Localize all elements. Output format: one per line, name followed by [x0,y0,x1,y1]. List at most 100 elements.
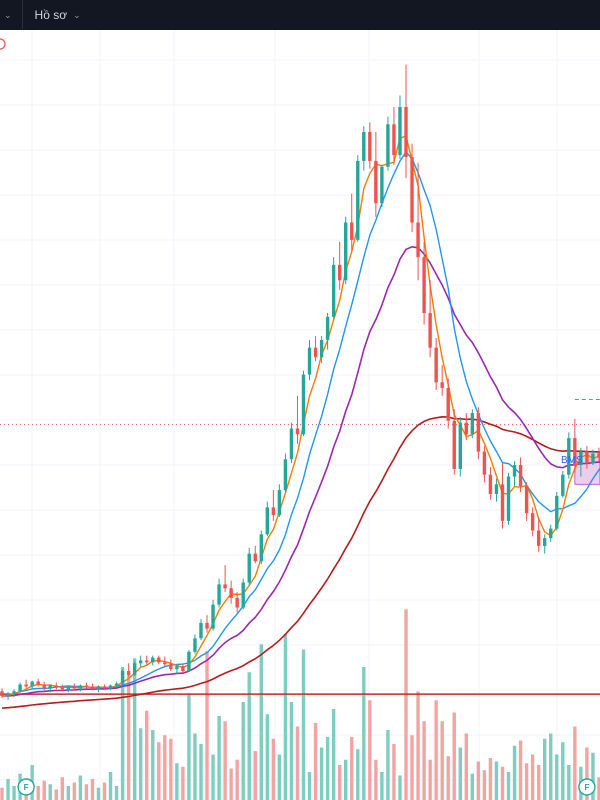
financial-event-icon[interactable]: F [578,778,596,796]
volume-bar [157,742,161,800]
volume-bar [301,649,306,800]
volume-bar [470,773,475,800]
volume-bar [271,738,276,800]
volume-bar [247,672,251,800]
volume-bar [120,667,125,800]
volume-bar [494,761,499,800]
candle-body [319,339,324,358]
volume-bar [211,754,215,800]
volume-bar [126,674,131,800]
profile-dropdown[interactable]: Hồ sơ ⌄ [35,0,81,30]
candle-body [434,347,438,383]
candle-body [585,451,589,464]
volume-bar [386,730,390,800]
volume-bar [66,786,71,800]
volume-bar [597,777,600,800]
volume-bar [163,735,167,800]
volume-bar [0,787,4,800]
volume-bar [36,786,40,800]
volume-bar [567,765,571,800]
volume-bar [543,738,547,800]
volume-bar [138,728,143,800]
volume-bar [60,777,64,800]
volume-bar [78,775,83,800]
candle-body [518,465,523,487]
volume-bar [410,735,414,800]
candle-body [132,663,137,675]
volume-bar [193,733,197,800]
candle-body [36,681,40,685]
bms-zone [574,399,600,485]
candle-body [597,453,600,458]
candle-body [283,459,288,491]
profile-label: Hồ sơ [34,8,68,22]
candle-body [241,582,245,608]
candle-body [12,691,16,695]
event-badge-label: F [24,783,29,792]
candle-body [374,160,378,204]
volume-bar [488,758,493,800]
candle-body [482,451,487,475]
volume-bar [416,691,420,800]
candle-body [163,662,167,665]
alert-circle-icon[interactable] [0,38,6,50]
candle-body [301,374,306,435]
candle-body [289,428,294,460]
volume-bar [344,759,348,800]
candle-body [193,638,197,652]
candle-body [337,264,342,281]
candlestick-chart[interactable]: BMS F F [0,30,600,800]
candles [0,64,600,700]
volume-bar [235,759,239,800]
candle-body [392,124,396,156]
volume-bar [48,784,52,800]
volume-bar [362,667,366,800]
candle-body [247,553,251,583]
volume-bar [259,644,263,800]
volume-bar [319,747,324,800]
candle-body [494,484,499,494]
candle-body [295,428,300,435]
volume-bar [6,779,10,800]
candle-body [313,347,318,358]
candle-body [145,660,149,663]
candle-body [307,347,312,375]
toolbar-separator [21,0,23,30]
candle-body [84,685,89,687]
candle-body [259,534,263,562]
candle-body [90,686,95,690]
candle-body [30,681,34,687]
volume-bar [561,742,565,800]
annotations: BMS [561,455,583,466]
volume-bar [331,709,336,800]
volume-bar [114,786,119,800]
candle-body [175,666,179,670]
candle-body [235,597,239,608]
candle-body [555,495,559,529]
ma-slow-line [1,245,600,697]
candle-body [6,694,10,697]
top-toolbar: ⌄ Hồ sơ ⌄ [0,0,600,30]
candle-body [277,490,282,516]
event-badge-label: F [584,783,589,792]
candle-body [536,530,541,546]
candle-body [229,588,233,598]
candle-body [187,651,191,672]
candle-body [404,107,408,158]
candle-body [265,507,270,535]
volume-bar [458,747,462,800]
candle-body [217,584,221,605]
toolbar-dropdown[interactable]: ⌄ [0,0,12,30]
candle-body [416,222,420,258]
candle-body [464,422,469,435]
volume-bar [482,770,487,800]
volume-bar [530,754,535,800]
volume-bar [573,726,577,800]
candle-body [458,422,462,469]
candle-body [271,507,276,516]
candle-body [422,257,426,313]
volume-bar [500,766,505,800]
financial-event-icon[interactable]: F [17,778,35,796]
candle-body [591,453,595,464]
candle-body [48,685,52,689]
